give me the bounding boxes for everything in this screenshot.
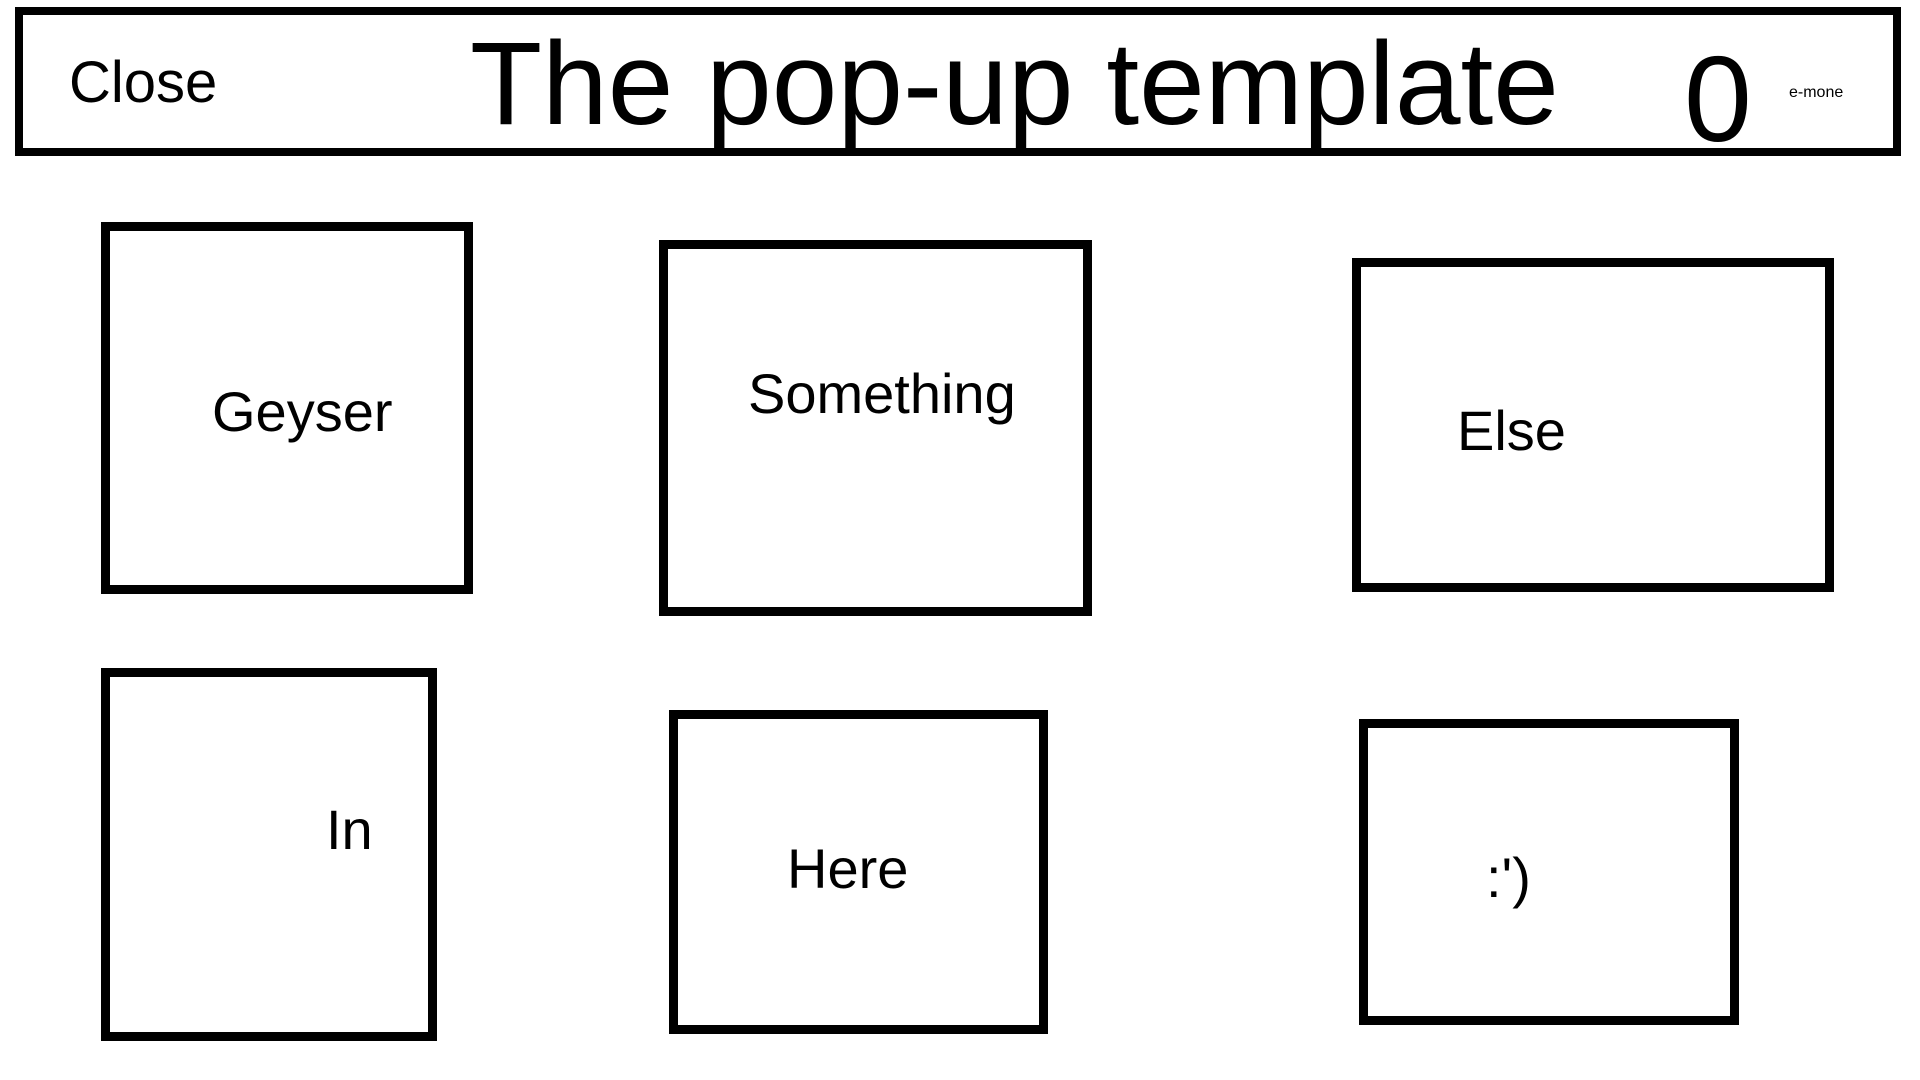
tile-else-button[interactable]: Else [1352,258,1834,592]
tile-label: Something [748,362,1016,425]
tile-label: Else [1457,399,1566,462]
tile-smiley-button[interactable]: :') [1359,719,1739,1025]
tile-label: Geyser [212,380,393,443]
counter-value: 0 [1684,31,1752,167]
tile-here-button[interactable]: Here [669,710,1048,1034]
tile-label: In [326,798,373,861]
tile-geyser-button[interactable]: Geyser [101,222,473,594]
header-bar: Close The pop-up template 0 e-mone [15,7,1901,163]
page-title: The pop-up template [470,18,1559,150]
tile-label: Here [787,837,909,900]
username-label: e-mone [1789,84,1844,101]
tile-in-button[interactable]: In [101,668,437,1041]
tile-something-button[interactable]: Something [659,240,1092,616]
close-button[interactable]: Close [69,50,218,115]
tile-label: :') [1486,846,1531,909]
